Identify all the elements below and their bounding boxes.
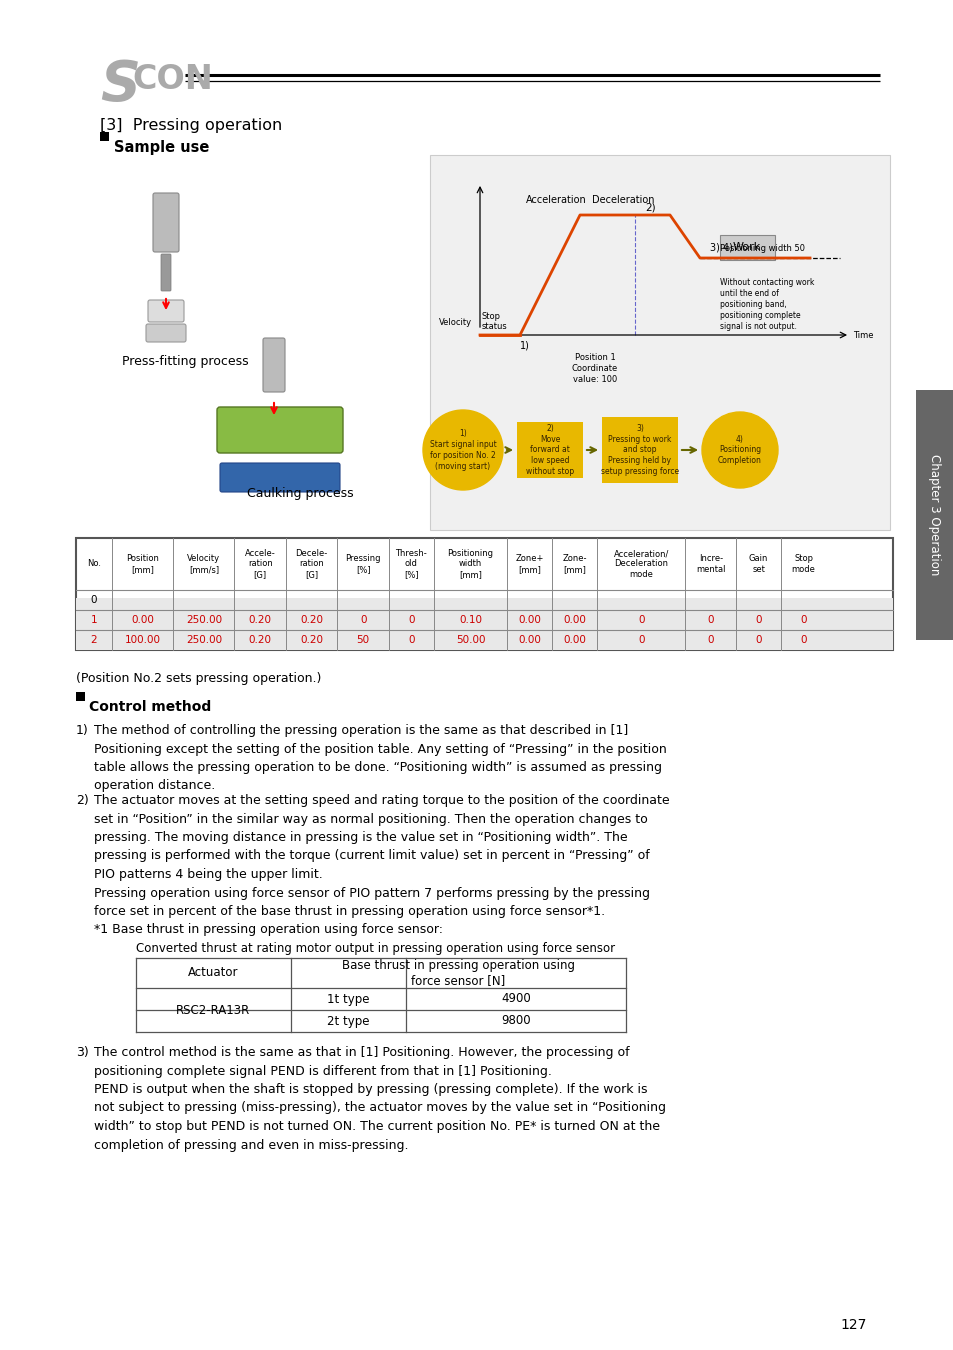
FancyBboxPatch shape — [216, 406, 343, 454]
Text: Sample use: Sample use — [113, 140, 209, 155]
Text: 3): 3) — [76, 1046, 89, 1058]
Text: Caulking process: Caulking process — [247, 487, 353, 500]
Text: 1t type: 1t type — [327, 992, 370, 1006]
Bar — [517, 423, 582, 478]
FancyBboxPatch shape — [146, 324, 186, 342]
Text: Zone-
[mm]: Zone- [mm] — [562, 555, 586, 574]
Text: Stop
status: Stop status — [481, 312, 507, 331]
Text: Pressing
[%]: Pressing [%] — [345, 555, 380, 574]
Text: Actuator: Actuator — [188, 967, 238, 980]
Text: 50.00: 50.00 — [456, 634, 485, 645]
Circle shape — [701, 412, 778, 487]
Text: 1): 1) — [519, 342, 529, 351]
Text: 0.20: 0.20 — [300, 634, 323, 645]
Text: 0.20: 0.20 — [249, 616, 272, 625]
Text: Press-fitting process: Press-fitting process — [122, 355, 248, 369]
Text: RSC2-RA13R: RSC2-RA13R — [176, 1003, 251, 1017]
Text: 0: 0 — [800, 616, 806, 625]
Text: 0.00: 0.00 — [517, 634, 540, 645]
Text: 0: 0 — [707, 634, 713, 645]
Text: 1)
Start signal input
for position No. 2
(moving start): 1) Start signal input for position No. 2… — [429, 429, 496, 471]
FancyBboxPatch shape — [220, 463, 339, 491]
Text: 100.00: 100.00 — [125, 634, 160, 645]
Text: The control method is the same as that in [1] Positioning. However, the processi: The control method is the same as that i… — [94, 1046, 665, 1152]
Text: 0: 0 — [800, 634, 806, 645]
Text: (Position No.2 sets pressing operation.): (Position No.2 sets pressing operation.) — [76, 672, 321, 684]
Text: 2): 2) — [76, 794, 89, 807]
Text: 0.20: 0.20 — [249, 634, 272, 645]
Text: Time: Time — [852, 331, 873, 339]
Bar — [915, 390, 953, 640]
Text: 0: 0 — [91, 595, 97, 605]
Text: 0: 0 — [638, 634, 644, 645]
Text: 250.00: 250.00 — [186, 616, 222, 625]
Text: 3)
Pressing to work
and stop
Pressing held by
setup pressing force: 3) Pressing to work and stop Pressing he… — [600, 424, 679, 477]
Text: No.: No. — [87, 559, 101, 568]
Text: 0: 0 — [638, 616, 644, 625]
Text: CON: CON — [132, 63, 213, 96]
Text: 0.00: 0.00 — [517, 616, 540, 625]
Text: 0: 0 — [707, 616, 713, 625]
Circle shape — [422, 410, 502, 490]
Text: 0.10: 0.10 — [458, 616, 481, 625]
Bar — [430, 155, 889, 531]
Text: Converted thrust at rating motor output in pressing operation using force sensor: Converted thrust at rating motor output … — [136, 942, 615, 954]
Bar — [76, 598, 892, 649]
Text: 127: 127 — [840, 1318, 866, 1332]
Text: 50: 50 — [356, 634, 370, 645]
FancyBboxPatch shape — [152, 193, 179, 252]
Text: The actuator moves at the setting speed and rating torque to the position of the: The actuator moves at the setting speed … — [94, 794, 669, 937]
FancyBboxPatch shape — [148, 300, 184, 323]
Text: Stop
mode: Stop mode — [791, 555, 815, 574]
Bar — [720, 235, 774, 261]
Bar — [100, 132, 109, 140]
Text: 0.00: 0.00 — [131, 616, 153, 625]
Text: Chapter 3 Operation: Chapter 3 Operation — [927, 455, 941, 575]
Text: Acceleration: Acceleration — [525, 194, 586, 205]
Bar — [76, 539, 892, 649]
Text: 2): 2) — [644, 202, 655, 212]
Text: 250.00: 250.00 — [186, 634, 222, 645]
Text: Incre-
mental: Incre- mental — [696, 555, 725, 574]
Text: Velocity
[mm/s]: Velocity [mm/s] — [187, 555, 220, 574]
FancyBboxPatch shape — [161, 254, 171, 292]
Bar — [76, 693, 85, 701]
Text: 4900: 4900 — [500, 992, 530, 1006]
Text: Without contacting work
until the end of
positioning band,
positioning complete
: Without contacting work until the end of… — [720, 278, 814, 331]
Bar — [601, 417, 678, 483]
Text: 0: 0 — [408, 634, 415, 645]
Text: 1: 1 — [91, 616, 97, 625]
Text: Gain
set: Gain set — [748, 555, 767, 574]
Text: Thresh-
old
[%]: Thresh- old [%] — [395, 549, 427, 579]
FancyBboxPatch shape — [263, 338, 285, 392]
Text: 2)
Move
forward at
low speed
without stop: 2) Move forward at low speed without sto… — [525, 424, 574, 477]
Text: [3]  Pressing operation: [3] Pressing operation — [100, 117, 282, 134]
Text: 9800: 9800 — [500, 1014, 530, 1027]
Text: Zone+
[mm]: Zone+ [mm] — [516, 555, 543, 574]
Text: 2t type: 2t type — [327, 1014, 370, 1027]
Text: 0.00: 0.00 — [563, 634, 585, 645]
Text: The method of controlling the pressing operation is the same as that described i: The method of controlling the pressing o… — [94, 724, 666, 792]
Text: Base thrust in pressing operation using
force sensor [N]: Base thrust in pressing operation using … — [341, 958, 575, 987]
Text: 0: 0 — [755, 634, 761, 645]
Text: Acceleration/
Deceleration
mode: Acceleration/ Deceleration mode — [613, 549, 668, 579]
Text: Control method: Control method — [89, 701, 211, 714]
Text: Deceleration: Deceleration — [591, 194, 654, 205]
Text: 2: 2 — [91, 634, 97, 645]
Text: 0.00: 0.00 — [563, 616, 585, 625]
Text: 1): 1) — [76, 724, 89, 737]
Text: 4)
Positioning
Completion: 4) Positioning Completion — [718, 435, 761, 466]
Text: Position 1
Coordinate
value: 100: Position 1 Coordinate value: 100 — [571, 352, 618, 385]
Text: Decele-
ration
[G]: Decele- ration [G] — [295, 549, 328, 579]
Text: Position
[mm]: Position [mm] — [126, 555, 159, 574]
Text: 3) 4): 3) 4) — [709, 242, 732, 252]
Text: 0: 0 — [408, 616, 415, 625]
Text: Accele-
ration
[G]: Accele- ration [G] — [245, 549, 275, 579]
Text: 0.20: 0.20 — [300, 616, 323, 625]
Text: S: S — [100, 58, 140, 112]
Text: 0: 0 — [755, 616, 761, 625]
Text: 0: 0 — [359, 616, 366, 625]
Text: Work: Work — [732, 242, 760, 252]
Text: Velocity: Velocity — [438, 319, 472, 327]
Text: Positioning
width
[mm]: Positioning width [mm] — [447, 549, 493, 579]
